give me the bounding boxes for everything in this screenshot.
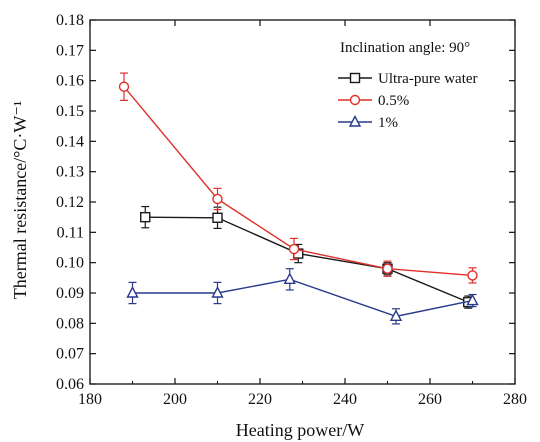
y-tick-label: 0.13 [56,164,84,181]
y-axis-label: Thermal resistance/°C·W⁻¹ [10,101,30,300]
data-point [140,211,151,223]
y-tick-label: 0.06 [56,376,84,393]
y-tick-label: 0.08 [56,315,84,332]
data-point [288,243,300,255]
x-tick-label: 280 [503,391,527,408]
y-tick-label: 0.14 [56,133,84,150]
data-point [211,285,224,298]
data-point [212,193,223,205]
legend-label: 0.5% [378,93,409,109]
legend-marker [348,114,362,127]
data-point [118,81,130,92]
x-tick-label: 180 [78,391,102,408]
y-tick-label: 0.15 [56,103,84,120]
data-point [382,263,393,274]
legend-label: Ultra-pure water [378,71,478,87]
legend: Ultra-pure water 0.5% 1% [338,71,478,131]
series-line [145,216,469,303]
series-line [132,278,473,318]
data-point [212,212,223,223]
x-tick-label: 200 [163,391,187,408]
legend-marker [349,72,361,84]
legend-marker [349,94,361,106]
series-1 [118,72,478,284]
x-tick-label: 220 [248,391,272,408]
y-tick-label: 0.11 [57,224,84,241]
legend-item: 0.5% [338,93,409,109]
y-tick-label: 0.09 [56,285,84,302]
x-axis-label: Heating power/W [236,420,364,440]
data-point [126,285,139,298]
y-tick-label: 0.12 [56,194,84,211]
x-axis-ticks: 180 200 220 240 260 280 [78,20,527,408]
y-tick-label: 0.07 [56,346,84,363]
legend-item: 1% [338,114,398,131]
legend-item: Ultra-pure water [338,71,478,87]
data-point [466,293,479,306]
legend-label: 1% [378,115,398,131]
x-tick-label: 260 [418,391,442,408]
data-point [467,270,478,281]
y-tick-label: 0.16 [56,73,84,90]
series-2 [126,268,479,325]
data-point [389,309,403,322]
data-point [283,272,296,285]
y-tick-label: 0.17 [56,42,84,59]
series-layer [118,72,479,325]
y-axis-ticks: 0.06 0.07 0.08 0.09 0.10 0.11 0.12 0.13 0.14 0.15… [56,12,515,393]
y-tick-label: 0.10 [56,255,84,272]
x-tick-label: 240 [333,391,357,408]
chart-annotation: Inclination angle: 90° [340,40,470,56]
y-tick-label: 0.18 [56,12,84,29]
